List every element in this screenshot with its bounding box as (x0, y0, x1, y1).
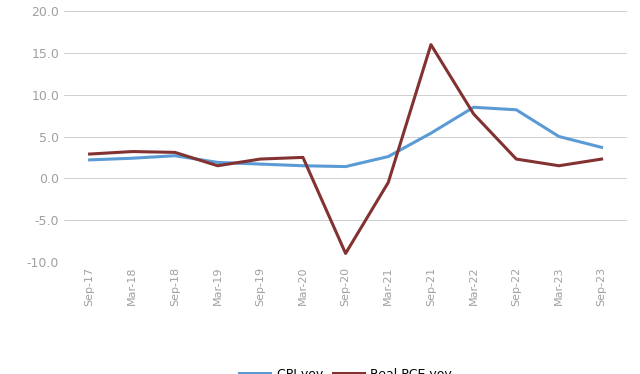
CPI yoy (470, 105, 477, 110)
CPI yoy (129, 156, 136, 160)
Real PCE yoy (427, 42, 435, 47)
Real PCE yoy (470, 112, 477, 116)
Real PCE yoy (171, 150, 179, 154)
Real PCE yoy (86, 152, 93, 156)
CPI yoy (86, 158, 93, 162)
Real PCE yoy (214, 163, 221, 168)
CPI yoy (171, 153, 179, 158)
Line: CPI yoy: CPI yoy (90, 107, 602, 166)
Legend: CPI yoy, Real PCE yoy: CPI yoy, Real PCE yoy (234, 363, 457, 374)
CPI yoy (555, 134, 563, 139)
CPI yoy (598, 145, 605, 150)
Real PCE yoy (555, 163, 563, 168)
CPI yoy (257, 162, 264, 166)
CPI yoy (427, 131, 435, 135)
Real PCE yoy (129, 149, 136, 154)
Real PCE yoy (385, 180, 392, 185)
Real PCE yoy (299, 155, 307, 160)
Real PCE yoy (513, 157, 520, 161)
CPI yoy (342, 164, 349, 169)
Real PCE yoy (342, 251, 349, 256)
CPI yoy (513, 108, 520, 112)
Line: Real PCE yoy: Real PCE yoy (90, 45, 602, 254)
Real PCE yoy (598, 157, 605, 161)
CPI yoy (385, 154, 392, 159)
Real PCE yoy (257, 157, 264, 161)
CPI yoy (214, 160, 221, 165)
CPI yoy (299, 163, 307, 168)
